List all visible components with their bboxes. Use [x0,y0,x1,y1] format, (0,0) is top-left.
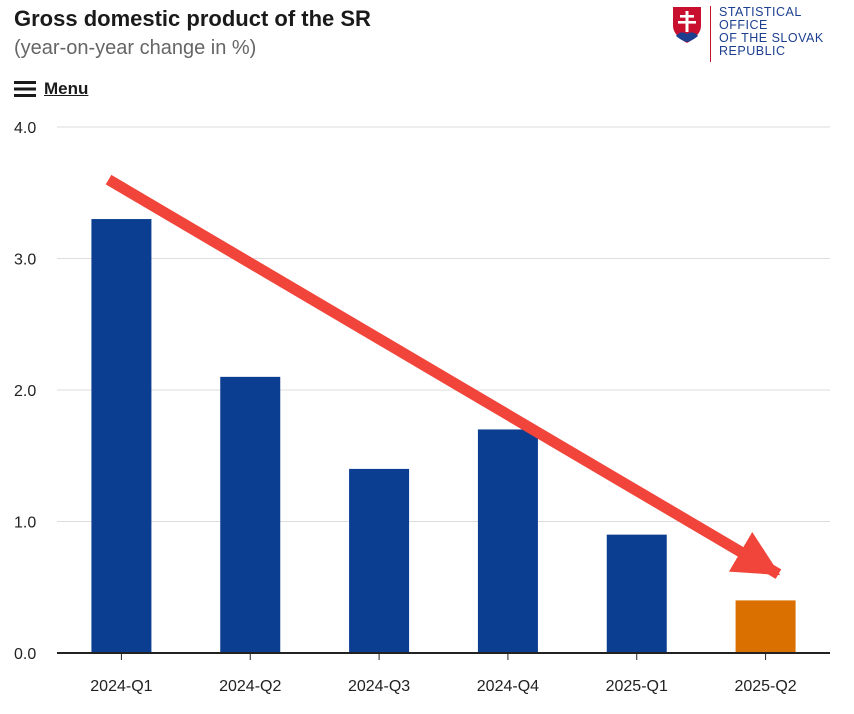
x-tick-label: 2024-Q2 [219,678,281,695]
bar-2024-q3 [349,468,410,653]
logo-divider [710,6,711,62]
chart-subtitle: (year-on-year change in %) [14,37,257,59]
slovak-crest-icon [673,7,701,43]
menu-button[interactable]: Menu [14,79,88,99]
bar-2025-q2 [735,600,796,653]
logo-text-line: STATISTICAL [719,5,802,19]
trend-arrow [105,174,782,579]
logo-text: STATISTICAL OFFICE OF THE SLOVAK REPUBLI… [719,6,824,58]
bar-2025-q1 [606,534,667,653]
x-tick-label: 2025-Q2 [734,678,796,695]
y-tick-label: 2.0 [14,383,36,400]
logo-text-line: REPUBLIC [719,44,786,58]
y-tick-label: 4.0 [14,120,36,137]
x-tick-label: 2024-Q1 [90,678,152,695]
x-tick-label: 2025-Q1 [606,678,668,695]
statistical-office-logo: STATISTICAL OFFICE OF THE SLOVAK REPUBLI… [672,6,824,62]
x-tick-label: 2024-Q3 [348,678,410,695]
bar-2024-q1 [91,219,152,654]
y-tick-label: 3.0 [14,252,36,269]
x-tick-label: 2024-Q4 [477,678,539,695]
logo-text-line: OF THE SLOVAK [719,31,824,45]
hamburger-menu-icon [14,81,36,97]
chart-title: Gross domestic product of the SR [14,6,371,31]
y-tick-label: 1.0 [14,515,36,532]
bar-2024-q2 [220,376,281,653]
menu-label: Menu [44,79,89,98]
y-tick-label: 0.0 [14,646,36,663]
logo-text-line: OFFICE [719,18,768,32]
bar-2024-q4 [477,429,538,653]
